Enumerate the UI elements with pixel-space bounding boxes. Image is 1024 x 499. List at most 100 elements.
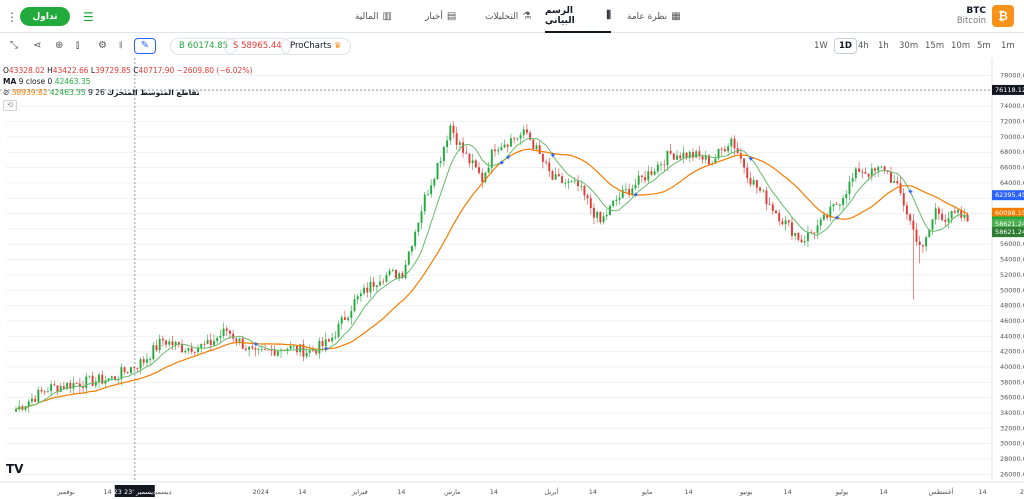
candle-body: [66, 382, 69, 389]
candle-body: [701, 156, 704, 160]
timeframe-30m[interactable]: 30m: [899, 41, 919, 51]
candle-body: [896, 181, 899, 184]
tab-chart[interactable]: الرسم البياني ⫼: [545, 0, 611, 33]
y-tick-label: 54000.00: [1000, 256, 1024, 264]
tab-financials[interactable]: المالية ▥: [355, 0, 392, 33]
axis-price-box: [992, 227, 1024, 238]
tab-news[interactable]: أخبار ▤: [425, 0, 456, 33]
candle-body: [213, 341, 215, 346]
candle-body: [752, 180, 755, 185]
timeframe-4h[interactable]: 4h: [858, 41, 869, 51]
timeframe-1d[interactable]: 1D: [834, 38, 857, 54]
candle-body: [525, 129, 528, 133]
candle-body: [82, 386, 85, 389]
y-tick-label: 68000.00: [1000, 148, 1024, 156]
candle-body: [251, 346, 254, 349]
candle-body: [181, 344, 184, 353]
timeframe-1m[interactable]: 1m: [1001, 41, 1015, 51]
candle-body: [548, 162, 551, 172]
candle-body: [110, 376, 113, 379]
candle-body: [312, 350, 314, 352]
ma-cross-label: تقاطع المتوسط المتحرك: [107, 88, 200, 97]
candle-body: [455, 133, 458, 145]
candle-body: [605, 214, 608, 217]
candle-body: [698, 151, 701, 157]
timeframe-5m[interactable]: 5m: [977, 41, 991, 51]
menu-list-icon[interactable]: ☰: [83, 10, 94, 24]
trade-button[interactable]: تداول: [20, 7, 70, 26]
candle-body: [372, 281, 375, 287]
chart-type-icon[interactable]: ⫾: [76, 40, 80, 51]
timeframe-10m[interactable]: 10m: [951, 41, 971, 51]
top-header: ⋮ تداول ☰ نظرة عامة ▦ الرسم البياني ⫼ ال…: [0, 0, 1024, 33]
tab-label: التحليلات: [485, 11, 519, 22]
candle-body: [733, 138, 736, 149]
candle-body: [803, 241, 806, 243]
candle-body: [423, 194, 426, 212]
tradingview-logo-icon: TV: [6, 462, 24, 476]
ohlc-row: O43328.02 H43422.66 L39729.85 C40717.90 …: [3, 65, 252, 76]
y-tick-label: 74000.00: [1000, 102, 1024, 110]
candle-body: [819, 219, 822, 226]
candle-body: [302, 344, 305, 357]
undo-icon[interactable]: ⟲: [3, 100, 17, 111]
buy-price-pill[interactable]: B 60174.85: [170, 38, 238, 55]
candle-body: [497, 150, 500, 152]
candle-body: [126, 372, 129, 373]
asset-symbol: BTC: [966, 6, 986, 16]
axis-price-label: 58621.24: [995, 228, 1024, 236]
tab-overview[interactable]: نظرة عامة ▦: [627, 0, 681, 33]
candle-body: [720, 148, 723, 150]
candle-body: [375, 285, 378, 287]
timeframe-15m[interactable]: 15m: [925, 41, 945, 51]
candle-body: [506, 144, 509, 147]
candle-body: [161, 338, 164, 341]
candle-body: [145, 359, 148, 363]
x-tick-label: 14: [589, 488, 597, 496]
candle-body: [69, 382, 72, 389]
x-tick-label: مايو: [641, 488, 653, 496]
candle-body: [883, 166, 886, 171]
x-tick-label: 14: [879, 488, 887, 496]
candle-body: [787, 220, 790, 223]
candle-body: [775, 210, 777, 213]
candle-body: [794, 233, 797, 236]
timeframe-1w[interactable]: 1W: [814, 41, 828, 51]
fullscreen-icon[interactable]: ⤡: [10, 40, 18, 51]
chart-toolbar: ⤡ ⋖ ⊕ ⫾ ⚙ ⧛ ✎ B 60174.85 S 58965.44 ProC…: [0, 34, 1024, 58]
candle-body: [286, 348, 289, 351]
candle-body: [46, 391, 49, 392]
compare-plus-icon[interactable]: ⊕: [55, 40, 64, 51]
candle-body: [921, 245, 924, 247]
procharts-button[interactable]: ProCharts ♛: [281, 38, 351, 55]
price-chart[interactable]: 78000.0076000.0074000.0072000.0070000.00…: [0, 58, 1024, 499]
ma-cross-slow-value: 38939.82: [11, 88, 48, 97]
share-icon[interactable]: ⋖: [33, 40, 42, 51]
candle-body: [746, 167, 749, 179]
indicators-icon[interactable]: ⧛: [119, 40, 123, 51]
candle-body: [893, 181, 896, 183]
candle-body: [593, 208, 595, 218]
settings-gear-icon[interactable]: ⚙: [98, 40, 107, 51]
drawing-pen-icon[interactable]: ✎: [134, 38, 156, 54]
more-vert-icon[interactable]: ⋮: [6, 10, 18, 24]
y-tick-label: 28000.00: [1000, 455, 1024, 463]
sell-price-pill[interactable]: S 58965.44: [224, 38, 291, 55]
candle-body: [628, 189, 631, 195]
crosshair-price-label: 76118.12: [995, 86, 1024, 94]
candle-body: [963, 214, 966, 218]
timeframe-1h[interactable]: 1h: [878, 41, 889, 51]
x-tick-label: 27: [1020, 488, 1024, 496]
candle-body: [800, 239, 803, 243]
visibility-icon[interactable]: ⊘: [3, 88, 10, 97]
ma-cross-row[interactable]: ⊘ 38939.82 42463.35 9 26 تقاطع المتوسط ا…: [3, 87, 252, 98]
tab-analytics[interactable]: التحليلات ⚗: [485, 0, 531, 33]
x-tick-label: ديسمبر: [151, 488, 172, 496]
candle-body: [759, 187, 762, 191]
candle-body: [829, 206, 832, 218]
candle-body: [845, 194, 848, 199]
candle-body: [254, 348, 257, 350]
candle-body: [500, 147, 503, 151]
flask-icon: ⚗: [522, 11, 532, 22]
ma-row[interactable]: MA 9 close 0 42463.35: [3, 76, 252, 87]
